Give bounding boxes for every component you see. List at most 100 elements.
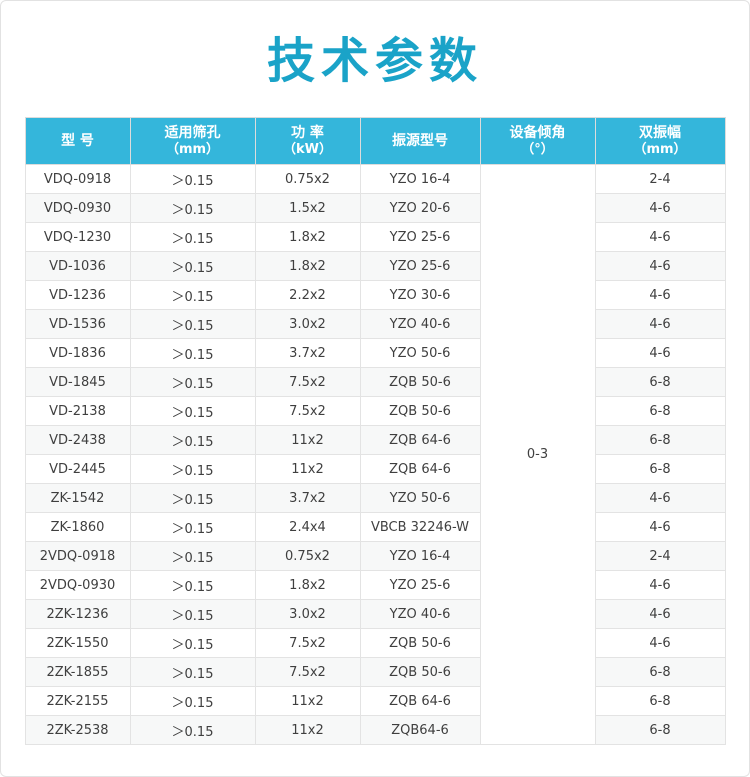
- power-cell: 1.8x2: [254, 570, 361, 600]
- sieve-cell: ＞0.15: [129, 193, 256, 223]
- power-cell: 11x2: [254, 715, 361, 745]
- sieve-cell: ＞0.15: [129, 164, 256, 194]
- power-cell: 3.7x2: [254, 338, 361, 368]
- model-cell: VD-2138: [24, 396, 131, 426]
- table-row: VD-1845 ＞0.15 7.5x2 ZQB 50-6 6-8: [24, 367, 726, 397]
- column-header-unit: （°）: [521, 142, 554, 157]
- source-cell: ZQB 50-6: [359, 396, 481, 426]
- table-row: VD-2138 ＞0.15 7.5x2 ZQB 50-6 6-8: [24, 396, 726, 426]
- table-row: ZK-1860 ＞0.15 2.4x4 VBCB 32246-W 4-6: [24, 512, 726, 542]
- table-header-row: 型 号 适用筛孔 （mm）功 率（kW） 振源型号 设备倾角 （°） 双振幅 （mm）: [24, 117, 726, 165]
- model-cell: 2VDQ-0930: [24, 570, 131, 600]
- amplitude-cell: 6-8: [594, 715, 726, 745]
- source-cell: YZO 25-6: [359, 251, 481, 281]
- sieve-cell: ＞0.15: [129, 599, 256, 629]
- sieve-cell: ＞0.15: [129, 657, 256, 687]
- source-cell: YZO 16-4: [359, 164, 481, 194]
- source-cell: YZO 50-6: [359, 338, 481, 368]
- table-header: 型 号 适用筛孔 （mm）功 率（kW） 振源型号 设备倾角 （°） 双振幅 （mm）: [24, 117, 726, 165]
- table-row: VDQ-0918 ＞0.15 0.75x2 YZO 16-4 0-3 2-4: [24, 164, 726, 745]
- amplitude-cell: 4-6: [594, 280, 726, 310]
- incline-merged-cell: 0-3: [479, 164, 596, 745]
- model-cell: 2ZK-2155: [24, 686, 131, 716]
- column-header-label: 设备倾角: [509, 125, 566, 141]
- page-title: 技术参数: [266, 33, 483, 89]
- sieve-cell: ＞0.15: [129, 367, 256, 397]
- column-header-source: 振源型号: [359, 117, 481, 165]
- model-cell: VD-1036: [24, 251, 131, 281]
- power-cell: 11x2: [254, 425, 361, 455]
- power-cell: 3.7x2: [254, 483, 361, 513]
- power-cell: 1.8x2: [254, 251, 361, 281]
- sieve-cell: ＞0.15: [129, 512, 256, 542]
- model-cell: VD-1236: [24, 280, 131, 310]
- source-cell: VBCB 32246-W: [359, 512, 481, 542]
- power-cell: 0.75x2: [254, 541, 361, 571]
- column-header-unit: （mm）: [633, 142, 687, 157]
- power-cell: 2.4x4: [254, 512, 361, 542]
- amplitude-cell: 6-8: [594, 454, 726, 484]
- table-row: 2ZK-1236 ＞0.15 3.0x2 YZO 40-6 4-6: [24, 599, 726, 629]
- source-cell: ZQB 50-6: [359, 657, 481, 687]
- model-cell: ZK-1542: [24, 483, 131, 513]
- table-row: VD-2438 ＞0.15 11x2 ZQB 64-6 6-8: [24, 425, 726, 455]
- column-header-incline: 设备倾角 （°）: [479, 117, 596, 165]
- column-header-model: 型 号: [24, 117, 131, 165]
- source-cell: YZO 30-6: [359, 280, 481, 310]
- model-cell: ZK-1860: [24, 512, 131, 542]
- model-cell: 2VDQ-0918: [24, 541, 131, 571]
- model-cell: VD-1836: [24, 338, 131, 368]
- table-row: VDQ-0930 ＞0.15 1.5x2 YZO 20-6 4-6: [24, 193, 726, 223]
- power-cell: 2.2x2: [254, 280, 361, 310]
- sieve-cell: ＞0.15: [129, 483, 256, 513]
- spec-table: 型 号 适用筛孔 （mm）功 率（kW） 振源型号 设备倾角 （°） 双振幅 （mm） VDQ…: [24, 117, 726, 745]
- sieve-cell: ＞0.15: [129, 222, 256, 252]
- power-cell: 7.5x2: [254, 657, 361, 687]
- table-row: VD-1036 ＞0.15 1.8x2 YZO 25-6 4-6: [24, 251, 726, 281]
- column-header-sieve: 适用筛孔 （mm）: [129, 117, 256, 165]
- sieve-cell: ＞0.15: [129, 280, 256, 310]
- table-row: 2VDQ-0930 ＞0.15 1.8x2 YZO 25-6 4-6: [24, 570, 726, 600]
- amplitude-cell: 4-6: [594, 222, 726, 252]
- power-cell: 1.5x2: [254, 193, 361, 223]
- column-header-label: 双振幅: [639, 125, 681, 141]
- amplitude-cell: 4-6: [594, 309, 726, 339]
- source-cell: ZQB 64-6: [359, 454, 481, 484]
- column-header-label: 振源型号: [392, 133, 448, 149]
- amplitude-cell: 6-8: [594, 657, 726, 687]
- model-cell: 2ZK-1236: [24, 599, 131, 629]
- power-cell: 11x2: [254, 454, 361, 484]
- power-cell: 3.0x2: [254, 309, 361, 339]
- source-cell: YZO 40-6: [359, 599, 481, 629]
- column-header-label: 型 号: [61, 133, 94, 149]
- power-cell: 0.75x2: [254, 164, 361, 194]
- sieve-cell: ＞0.15: [129, 338, 256, 368]
- amplitude-cell: 4-6: [594, 483, 726, 513]
- table-row: 2ZK-2538 ＞0.15 11x2 ZQB64-6 6-8: [24, 715, 726, 745]
- model-cell: VDQ-1230: [24, 222, 131, 252]
- table-body: VDQ-0918 ＞0.15 0.75x2 YZO 16-4 0-3 2-4 VDQ-093…: [24, 164, 726, 745]
- source-cell: YZO 25-6: [359, 570, 481, 600]
- model-cell: 2ZK-1550: [24, 628, 131, 658]
- table-row: 2ZK-2155 ＞0.15 11x2 ZQB 64-6 6-8: [24, 686, 726, 716]
- source-cell: YZO 40-6: [359, 309, 481, 339]
- model-cell: 2ZK-1855: [24, 657, 131, 687]
- amplitude-cell: 6-8: [594, 396, 726, 426]
- power-cell: 1.8x2: [254, 222, 361, 252]
- sieve-cell: ＞0.15: [129, 570, 256, 600]
- table-row: ZK-1542 ＞0.15 3.7x2 YZO 50-6 4-6: [24, 483, 726, 513]
- sieve-cell: ＞0.15: [129, 454, 256, 484]
- source-cell: ZQB 50-6: [359, 367, 481, 397]
- power-cell: 3.0x2: [254, 599, 361, 629]
- amplitude-cell: 4-6: [594, 193, 726, 223]
- sieve-cell: ＞0.15: [129, 686, 256, 716]
- source-cell: ZQB 64-6: [359, 686, 481, 716]
- amplitude-cell: 6-8: [594, 425, 726, 455]
- amplitude-cell: 4-6: [594, 338, 726, 368]
- column-header-power: 功 率（kW）: [254, 117, 361, 165]
- model-cell: VD-2445: [24, 454, 131, 484]
- sieve-cell: ＞0.15: [129, 396, 256, 426]
- model-cell: VD-1845: [24, 367, 131, 397]
- sieve-cell: ＞0.15: [129, 309, 256, 339]
